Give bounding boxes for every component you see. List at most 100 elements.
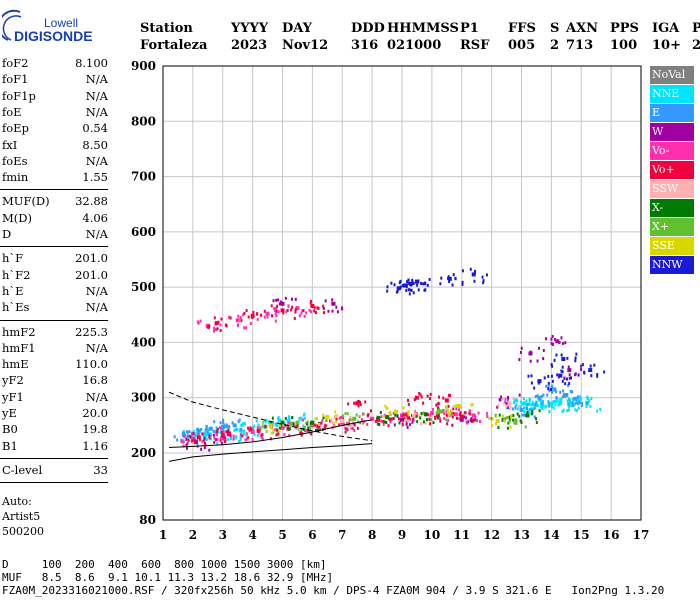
header-value-2: Nov12 <box>282 38 329 53</box>
param-label: fmin <box>2 170 29 185</box>
header-label-6: FFS <box>508 21 536 36</box>
data-point <box>335 417 338 421</box>
data-point <box>362 412 365 416</box>
data-point <box>444 398 449 403</box>
param-label: yE <box>2 406 17 420</box>
data-point <box>519 400 522 404</box>
data-point <box>299 431 302 435</box>
data-point <box>322 306 325 310</box>
data-point <box>416 420 419 424</box>
data-point <box>498 413 501 417</box>
data-point <box>272 429 275 433</box>
data-point <box>540 403 545 408</box>
data-point <box>496 405 499 409</box>
data-point <box>196 428 201 433</box>
data-point <box>438 409 443 414</box>
data-point <box>303 416 306 420</box>
param-label: D <box>2 227 12 241</box>
param-label: foEp <box>2 121 29 136</box>
data-point <box>407 410 410 414</box>
data-point <box>524 425 527 429</box>
data-point <box>491 417 494 421</box>
profile-curve <box>168 443 373 462</box>
data-point <box>562 389 565 393</box>
data-point <box>509 425 512 429</box>
data-point <box>353 423 356 427</box>
data-point <box>235 427 238 431</box>
legend-item-e: E <box>650 104 694 122</box>
data-point <box>197 431 200 435</box>
data-point <box>275 306 278 310</box>
data-point <box>495 422 498 426</box>
data-point <box>530 374 533 378</box>
footer-distance-muf-line: D 100 200 400 600 800 1000 1500 3000 [km… <box>2 558 327 571</box>
data-point <box>553 388 556 392</box>
data-point <box>230 437 233 441</box>
param-label: foF2 <box>2 56 29 70</box>
x-tick-label: 11 <box>453 528 470 542</box>
data-point <box>518 404 521 408</box>
data-point <box>232 423 237 428</box>
data-point <box>470 403 473 407</box>
data-point <box>208 436 211 440</box>
data-point <box>528 397 531 401</box>
data-point <box>401 423 404 427</box>
data-point <box>215 429 218 433</box>
data-point <box>537 395 542 400</box>
data-point <box>290 308 293 312</box>
data-point <box>274 423 277 427</box>
data-point <box>379 411 382 415</box>
y-tick-label: 200 <box>131 446 156 460</box>
data-point <box>264 425 267 429</box>
data-point <box>470 418 473 422</box>
data-point <box>417 413 420 417</box>
data-point <box>360 418 363 422</box>
param-label: yF2 <box>2 373 24 388</box>
param-label: MUF(D) <box>2 194 50 209</box>
param-value: 32.88 <box>75 194 108 209</box>
data-point <box>436 413 439 417</box>
data-point <box>215 438 218 442</box>
data-point <box>552 400 555 404</box>
data-point <box>220 442 223 446</box>
data-point <box>265 418 268 422</box>
data-point <box>335 305 338 309</box>
param-row: yE 20.0 <box>2 406 108 422</box>
data-point <box>589 404 592 408</box>
data-point <box>533 407 536 411</box>
legend-item-vo: Vo+ <box>650 161 694 179</box>
data-point <box>519 405 522 409</box>
data-point <box>588 368 593 373</box>
legend-item-nne: NNE <box>650 85 694 103</box>
data-point <box>298 314 301 318</box>
data-point <box>222 420 225 424</box>
data-point <box>387 424 390 428</box>
data-point <box>285 310 288 314</box>
data-point <box>571 397 574 401</box>
data-point <box>401 414 404 418</box>
data-point <box>527 374 530 378</box>
data-point <box>332 421 335 425</box>
data-point <box>567 405 570 409</box>
data-point <box>508 420 511 424</box>
data-point <box>196 435 201 440</box>
data-point <box>509 405 512 409</box>
data-point <box>555 390 558 394</box>
data-point <box>412 281 415 285</box>
data-point <box>320 421 323 425</box>
data-point <box>542 357 545 361</box>
param-label: C-level <box>2 462 43 477</box>
data-point <box>273 309 276 313</box>
data-point <box>225 423 228 427</box>
data-point <box>428 397 431 401</box>
data-point <box>482 281 485 285</box>
data-point <box>585 401 588 405</box>
data-point <box>520 346 523 350</box>
data-point <box>191 432 194 436</box>
data-point <box>272 421 275 425</box>
data-point <box>567 408 570 412</box>
param-value: N/A <box>85 300 108 315</box>
data-point <box>515 418 518 422</box>
data-point <box>259 433 262 437</box>
data-point <box>200 427 203 431</box>
